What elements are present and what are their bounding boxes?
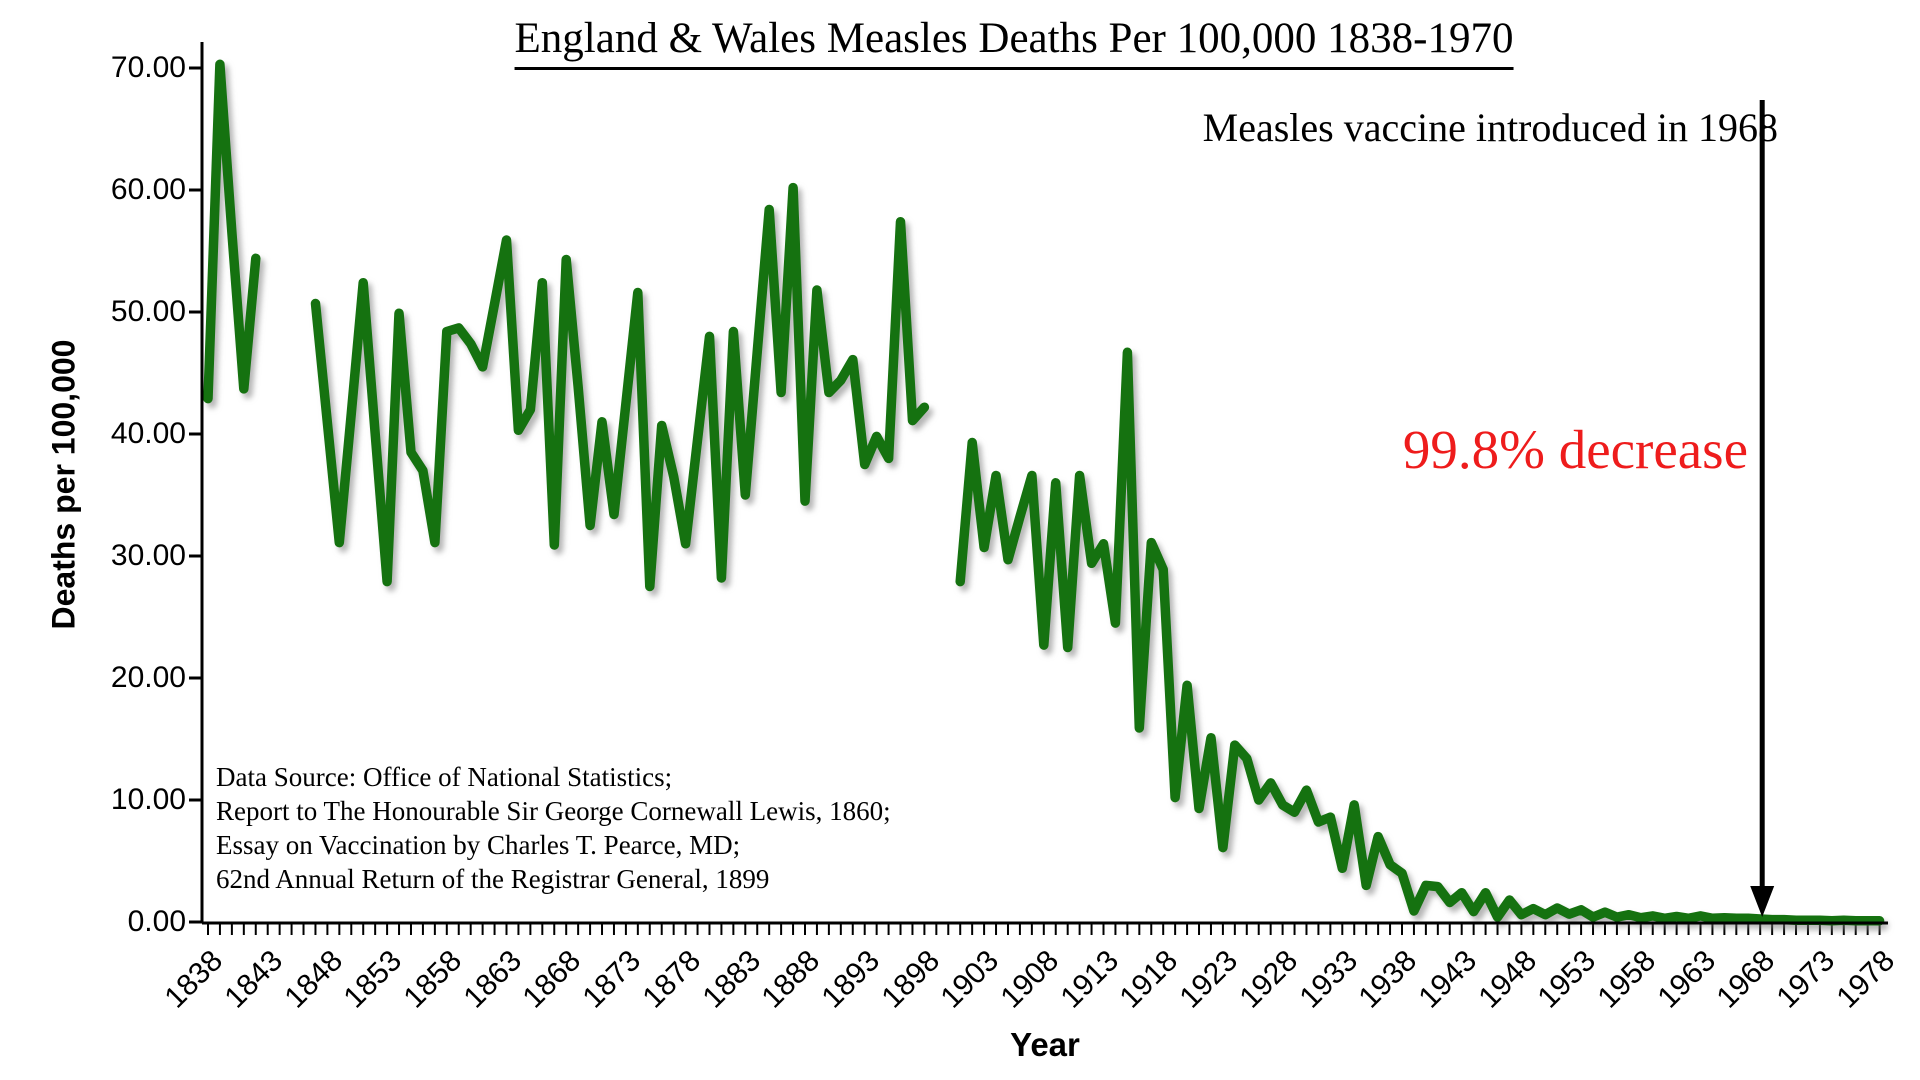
y-axis-title: Deaths per 100,000	[45, 339, 82, 630]
measles-line-segment	[955, 347, 1885, 926]
axis-ticks	[189, 66, 1881, 935]
decrease-annotation: 99.8% decrease	[1402, 419, 1748, 480]
y-tick-label: 60.00	[110, 173, 186, 206]
y-tick-label: 10.00	[110, 783, 186, 816]
chart-title: England & Wales Measles Deaths Per 100,0…	[514, 14, 1514, 71]
vaccine-annotation: Measles vaccine introduced in 1968	[1202, 105, 1778, 150]
measles-line-segment	[203, 59, 261, 404]
source-line: Data Source: Office of National Statisti…	[216, 762, 673, 792]
measles-line-segment	[310, 182, 930, 592]
y-tick-label: 30.00	[110, 539, 186, 572]
x-axis-title: Year	[1010, 1026, 1080, 1063]
source-line: Essay on Vaccination by Charles T. Pearc…	[216, 830, 741, 860]
y-tick-label: 0.00	[127, 905, 186, 938]
data-source-note: Data Source: Office of National Statisti…	[216, 760, 891, 896]
y-tick-label: 70.00	[110, 51, 186, 84]
measles-line	[203, 59, 1885, 926]
y-tick-label: 50.00	[110, 295, 186, 328]
y-tick-label: 40.00	[110, 417, 186, 450]
vaccine-1968-down-arrow-icon	[1750, 100, 1775, 917]
source-line: Report to The Honourable Sir George Corn…	[216, 796, 891, 826]
axes	[200, 42, 1888, 925]
y-tick-label: 20.00	[110, 661, 186, 694]
source-line: 62nd Annual Return of the Registrar Gene…	[216, 864, 770, 894]
